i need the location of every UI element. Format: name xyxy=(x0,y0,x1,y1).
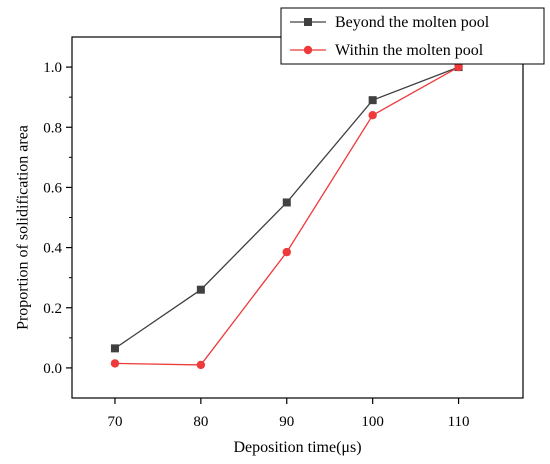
y-tick-label: 0.2 xyxy=(43,301,62,317)
legend-label: Within the molten pool xyxy=(335,42,484,59)
data-point xyxy=(196,285,205,294)
y-tick-label: 1.0 xyxy=(43,60,62,76)
y-axis-title: Proportion of solidification area xyxy=(15,125,32,330)
y-tick-label: 0.8 xyxy=(43,120,62,136)
plot-frame xyxy=(71,36,524,399)
x-axis: 70 80 90 100 110 xyxy=(107,398,470,430)
data-point xyxy=(282,198,291,207)
x-axis-title: Deposition time(μs) xyxy=(233,439,361,456)
y-axis: 0.0 0.2 0.4 0.6 0.8 1.0 xyxy=(43,60,72,377)
series-1 xyxy=(110,63,463,353)
series-line xyxy=(114,66,459,366)
data-point xyxy=(110,344,119,353)
y-tick-label: 0.4 xyxy=(43,241,62,257)
legend-marker xyxy=(304,18,312,26)
data-point xyxy=(282,247,291,257)
legend-item: Within the molten pool xyxy=(290,42,484,59)
data-point xyxy=(368,111,377,120)
legend-label: Beyond the molten pool xyxy=(335,14,490,31)
legend: Beyond the molten pool Within the molten … xyxy=(280,7,545,65)
x-tick-label: 110 xyxy=(448,414,470,430)
y-tick-label: 0.6 xyxy=(43,180,62,196)
legend-marker xyxy=(303,45,313,55)
series-line xyxy=(114,66,459,349)
series-layer xyxy=(110,62,463,370)
data-point xyxy=(110,359,120,368)
x-tick-label: 80 xyxy=(193,414,208,430)
legend-item: Beyond the molten pool xyxy=(290,14,490,31)
data-point xyxy=(368,96,377,105)
x-tick-label: 70 xyxy=(107,414,122,430)
x-tick-label: 100 xyxy=(361,414,384,430)
data-point xyxy=(454,62,463,72)
x-tick-label: 90 xyxy=(279,414,294,430)
legend-box xyxy=(280,7,545,65)
y-tick-label: 0.0 xyxy=(43,361,62,377)
data-point xyxy=(196,360,206,370)
series-2 xyxy=(110,62,463,370)
